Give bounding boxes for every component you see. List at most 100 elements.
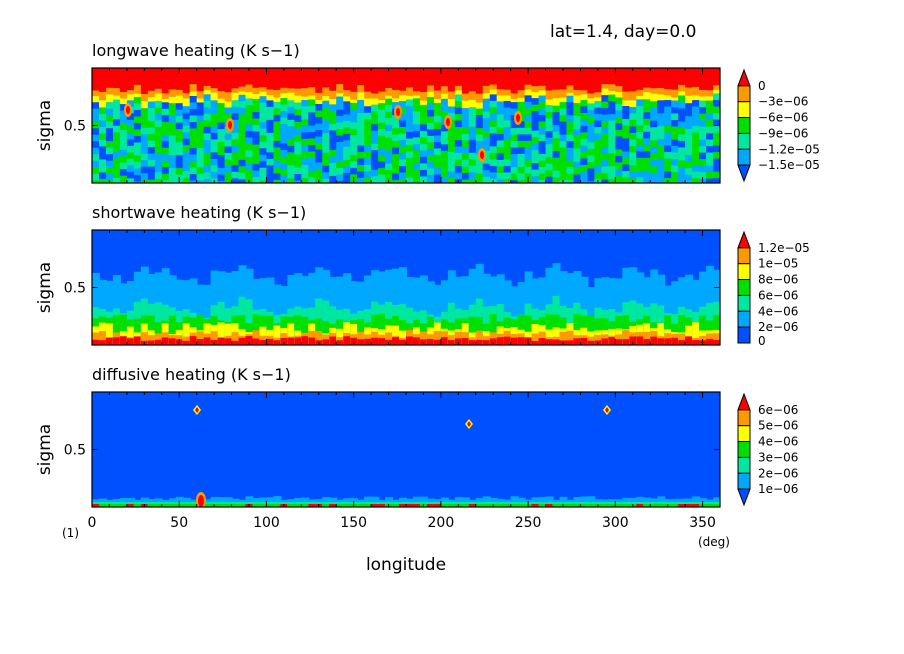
field-cell	[322, 185, 330, 192]
field-cell	[350, 141, 359, 149]
field-cell	[364, 106, 373, 114]
field-cell	[713, 145, 720, 153]
field-cell	[524, 153, 533, 161]
field-cell	[468, 152, 477, 160]
field-cell	[601, 160, 610, 168]
field-cell	[531, 333, 540, 345]
field-cell	[573, 142, 582, 150]
field-cell	[147, 121, 156, 129]
field-cell	[126, 152, 135, 160]
field-cell	[447, 171, 456, 179]
field-cell	[329, 98, 338, 105]
field-cell	[587, 122, 596, 130]
field-spot	[198, 495, 204, 507]
field-cell	[622, 138, 631, 146]
field-cell	[650, 68, 659, 89]
field-cell	[636, 496, 645, 507]
colorbar-label: 5e−06	[758, 419, 798, 433]
field-cell	[573, 181, 582, 183]
x-tick-label: 200	[428, 515, 455, 531]
colorbar-segment	[737, 409, 751, 427]
field-cell	[392, 180, 401, 183]
field-cell	[392, 504, 401, 507]
field-cell	[231, 106, 240, 114]
field-cell	[203, 133, 212, 141]
field-cell	[468, 107, 477, 115]
field-cell	[161, 121, 170, 129]
field-cell	[105, 337, 114, 345]
field-cell	[210, 158, 219, 166]
field-cell	[287, 145, 296, 153]
y-axis-label: sigma	[35, 424, 55, 475]
field-cell	[622, 91, 631, 101]
field-cell	[294, 315, 303, 345]
field-cell	[154, 93, 163, 101]
panel-2: shortwave heating (K s−1)sigma 0.51.2e−05…	[35, 203, 810, 348]
field-cell	[426, 135, 435, 143]
field-cell	[252, 118, 261, 126]
field-cell	[147, 179, 156, 183]
field-cell	[419, 117, 428, 125]
field-cell	[105, 134, 114, 142]
field-cell	[280, 137, 289, 145]
field-cell	[636, 184, 644, 191]
field-cell	[461, 108, 470, 116]
field-cell	[231, 152, 240, 160]
field-cell	[664, 171, 673, 179]
field-cell	[252, 68, 261, 88]
field-cell	[273, 186, 281, 193]
field-cell	[546, 183, 554, 190]
field-cell	[378, 338, 387, 345]
field-cell	[678, 95, 687, 103]
field-cell	[252, 87, 261, 94]
field-cell	[252, 99, 261, 107]
field-cell	[175, 95, 184, 104]
field-cell	[643, 125, 652, 133]
field-cell	[713, 119, 720, 127]
field-cell	[112, 125, 121, 133]
colorbar-segment	[737, 230, 751, 249]
field-cell	[273, 121, 282, 129]
field-cell	[636, 138, 645, 146]
field-cell	[154, 152, 163, 160]
field-cell	[587, 93, 596, 99]
field-cell	[357, 138, 366, 146]
field-cell	[273, 284, 282, 345]
field-cell	[196, 141, 205, 149]
field-cell	[98, 159, 107, 167]
field-cell	[622, 68, 631, 92]
field-cell	[566, 504, 575, 507]
field-cell	[629, 106, 638, 114]
field-cell	[699, 159, 708, 167]
field-cell	[336, 103, 345, 111]
field-cell	[531, 340, 540, 345]
field-cell	[350, 68, 359, 92]
field-cell	[329, 504, 338, 507]
field-cell	[217, 68, 226, 92]
field-cell	[280, 124, 289, 132]
field-cell	[119, 136, 128, 144]
field-cell	[496, 337, 505, 345]
field-cell	[350, 167, 359, 175]
field-cell	[671, 165, 680, 173]
field-cell	[105, 147, 114, 155]
field-cell	[385, 339, 394, 345]
field-cell	[587, 129, 596, 137]
field-cell	[259, 180, 268, 183]
field-cell	[322, 321, 331, 345]
field-cell	[678, 179, 687, 183]
field-cell	[573, 129, 582, 137]
field-cell	[266, 145, 275, 153]
field-cell	[713, 165, 720, 173]
field-cell	[350, 122, 359, 130]
field-cell	[594, 172, 603, 180]
field-cell	[448, 191, 456, 198]
field-cell	[168, 148, 177, 156]
field-cell	[503, 165, 512, 173]
field-cell	[552, 89, 561, 99]
field-cell	[336, 161, 345, 169]
field-cell	[245, 68, 254, 85]
field-cell	[238, 86, 247, 92]
field-cell	[113, 184, 121, 191]
field-cell	[419, 68, 428, 92]
